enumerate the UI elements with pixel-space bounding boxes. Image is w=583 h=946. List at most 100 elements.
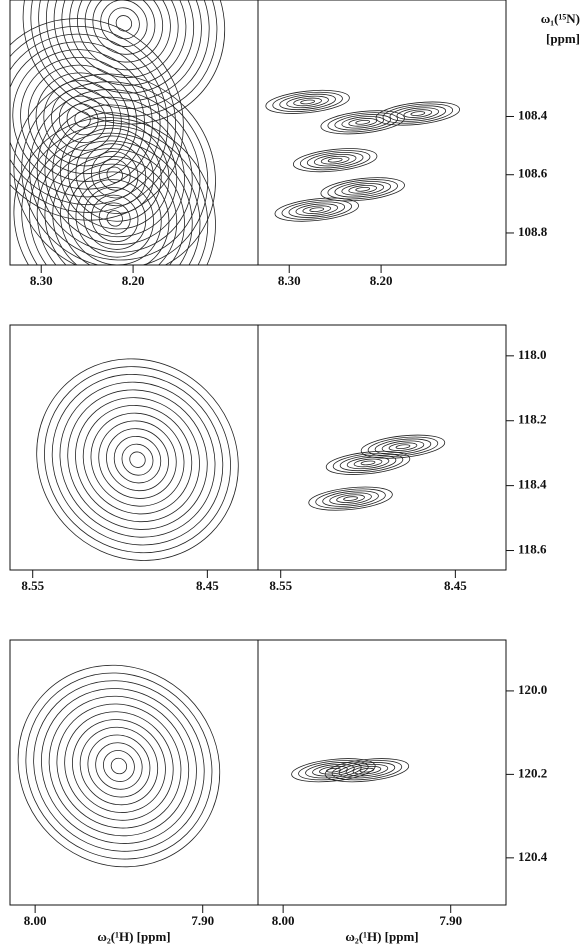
peak-contours	[292, 148, 378, 173]
panel	[10, 0, 226, 265]
contour	[106, 428, 169, 492]
contour	[352, 765, 382, 775]
peak-contours	[36, 358, 239, 561]
contour	[44, 104, 185, 245]
contour	[345, 764, 389, 777]
x-tick-label: 7.90	[191, 913, 214, 928]
contour	[346, 456, 390, 470]
y-tick-label: 118.6	[518, 542, 547, 557]
contour	[98, 420, 177, 499]
y-tick-label: 108.6	[518, 166, 548, 181]
contour	[13, 117, 216, 265]
contour	[322, 490, 379, 507]
contour	[355, 119, 371, 125]
contour	[107, 7, 140, 40]
contour	[305, 762, 362, 779]
contour	[292, 148, 378, 173]
contour	[17, 664, 221, 868]
contour	[67, 389, 208, 530]
contour	[381, 440, 425, 453]
x-tick-label: 8.30	[30, 273, 53, 288]
contour	[64, 711, 174, 821]
contour	[348, 118, 378, 127]
contour	[286, 95, 329, 109]
contour	[22, 0, 226, 125]
x-tick-label: 8.00	[24, 913, 47, 928]
y-tick-label: 118.2	[518, 412, 547, 427]
contour	[313, 153, 357, 167]
contour	[395, 444, 411, 450]
contour	[320, 155, 350, 165]
contour	[300, 99, 315, 105]
contour	[69, 0, 179, 78]
contour	[98, 158, 131, 191]
contour	[113, 436, 162, 484]
y-tick-label: 120.4	[518, 849, 548, 864]
peak-contours	[320, 177, 405, 202]
contour	[103, 750, 135, 782]
contour	[306, 152, 364, 169]
contour	[329, 492, 372, 505]
contour	[410, 111, 426, 116]
peak-contours	[274, 197, 359, 222]
x-tick-label: 8.30	[278, 273, 301, 288]
panel-frame	[257, 324, 507, 571]
x-tick-label: 8.20	[122, 273, 145, 288]
contour	[60, 120, 170, 230]
contour	[29, 89, 201, 261]
contour	[121, 443, 154, 476]
contour	[48, 695, 190, 837]
y-tick-label: 118.4	[518, 477, 547, 492]
contour	[67, 127, 162, 222]
contour	[265, 89, 350, 114]
contour	[274, 197, 359, 222]
contour	[367, 436, 439, 457]
y-tick-label: 118.0	[518, 347, 547, 362]
x-tick-label: 8.45	[444, 578, 467, 593]
contour	[10, 33, 169, 206]
contour	[272, 91, 343, 112]
contour	[281, 199, 353, 220]
contour	[33, 680, 205, 852]
contour	[10, 25, 177, 213]
y-tick-label: 120.2	[518, 765, 547, 780]
contour	[308, 486, 393, 511]
contour	[291, 758, 376, 783]
contour	[355, 186, 371, 192]
peak-contours	[320, 110, 405, 135]
contour	[279, 93, 336, 111]
contour	[332, 452, 404, 473]
contour	[331, 760, 403, 781]
contour	[299, 150, 371, 171]
contour	[51, 373, 224, 546]
contour	[30, 0, 218, 117]
contour	[44, 366, 231, 554]
contour	[38, 0, 210, 109]
contour	[76, 0, 171, 71]
contour	[110, 757, 128, 775]
y-axis-label: ω₁(¹⁵N)	[541, 11, 580, 26]
contour	[339, 454, 397, 472]
peak-contours	[291, 758, 376, 783]
y-tick-label: 108.4	[518, 107, 548, 122]
contour	[302, 205, 332, 214]
contour	[360, 460, 376, 466]
peak-contours	[325, 450, 411, 475]
contour	[315, 488, 386, 509]
panel-frame	[257, 639, 507, 906]
x-tick-label: 8.55	[269, 578, 292, 593]
y-axis-label: [ppm]	[546, 31, 580, 46]
contour	[56, 703, 182, 829]
contour	[10, 18, 184, 221]
panel	[17, 664, 221, 868]
contour	[327, 157, 343, 163]
x-axis-label: ω₂(¹H) [ppm]	[345, 929, 418, 944]
contour	[36, 140, 193, 265]
contour	[353, 458, 383, 468]
contour	[359, 767, 375, 773]
contour	[288, 201, 346, 218]
x-tick-label: 8.45	[196, 578, 219, 593]
contour	[90, 412, 185, 507]
contour	[92, 0, 156, 55]
contour	[75, 397, 200, 523]
